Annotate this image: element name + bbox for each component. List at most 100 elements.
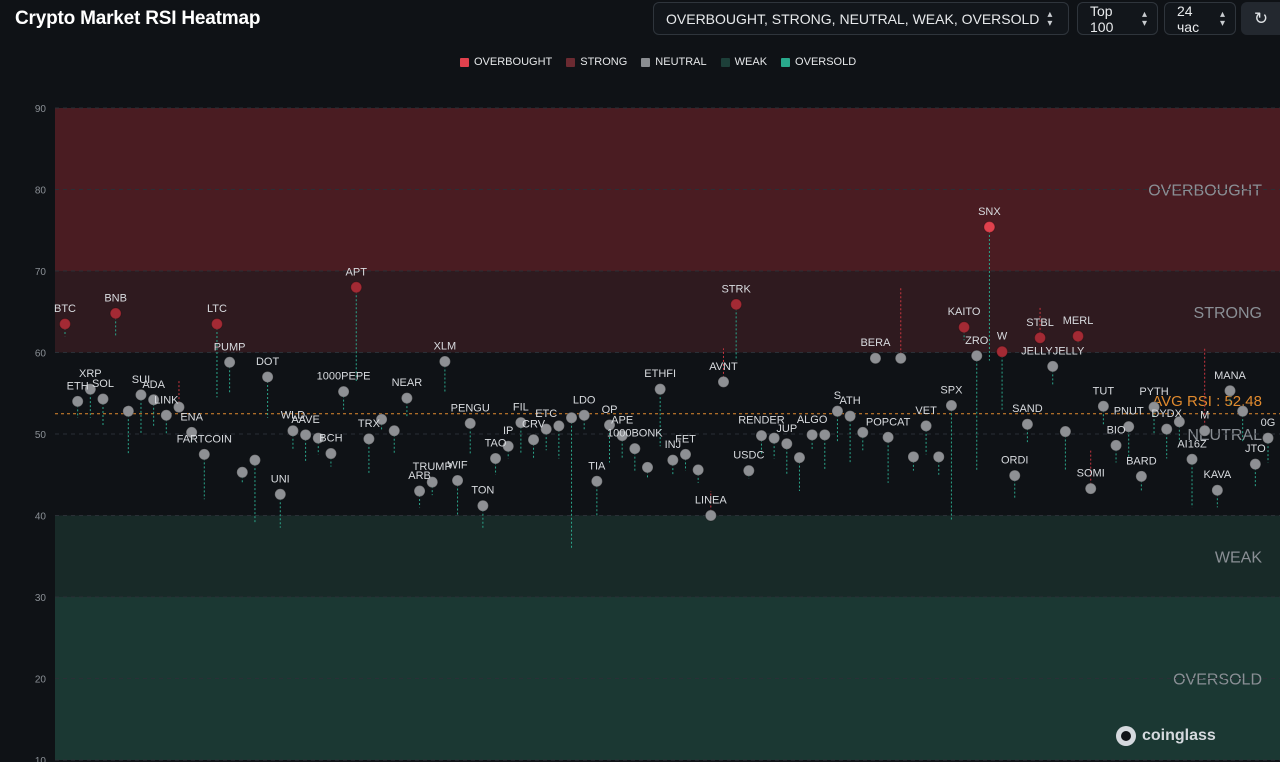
coin-point-sand[interactable] xyxy=(1021,418,1034,431)
refresh-button[interactable]: ↻ xyxy=(1241,2,1280,35)
coin-point-hbar[interactable] xyxy=(312,432,325,445)
coin-point-xmr[interactable] xyxy=(894,352,907,365)
coin-point-bard[interactable] xyxy=(1135,470,1148,483)
coin-point-xrp[interactable] xyxy=(84,383,97,396)
coin-point-move[interactable] xyxy=(1236,405,1249,418)
coin-point-cro[interactable] xyxy=(388,424,401,437)
coin-point-1000bonk[interactable] xyxy=(628,442,641,455)
coin-point-1000pepe[interactable] xyxy=(337,385,350,398)
coin-point-zro[interactable] xyxy=(970,349,983,362)
coin-point-avax[interactable] xyxy=(236,466,249,479)
coin-point-popcat[interactable] xyxy=(882,431,895,444)
coin-point-near[interactable] xyxy=(400,392,413,405)
coin-point-pump[interactable] xyxy=(223,356,236,369)
coin-point-apt[interactable] xyxy=(350,281,363,294)
coin-point-fet[interactable] xyxy=(679,448,692,461)
coin-point-bnb[interactable] xyxy=(109,307,122,320)
legend-item-strong[interactable]: STRONG xyxy=(566,56,627,68)
coin-point-algo[interactable] xyxy=(806,428,819,441)
coin-point-ens[interactable] xyxy=(641,461,654,474)
coin-point-gala[interactable] xyxy=(1059,425,1072,438)
coin-point-snx[interactable] xyxy=(983,220,996,233)
coin-point-vet[interactable] xyxy=(920,419,933,432)
coin-point-wif[interactable] xyxy=(451,474,464,487)
coin-point-ton[interactable] xyxy=(476,499,489,512)
coin-point-sei[interactable] xyxy=(692,463,705,476)
coin-point-stbl[interactable] xyxy=(1034,331,1047,344)
coin-point-spx[interactable] xyxy=(945,399,958,412)
coin-point-usdt[interactable] xyxy=(122,405,135,418)
coin-point-link[interactable] xyxy=(160,409,173,422)
coin-point-sol[interactable] xyxy=(96,392,109,405)
coin-point-ena[interactable] xyxy=(185,426,198,439)
legend-item-neutral[interactable]: NEUTRAL xyxy=(641,56,707,68)
coin-point-trx[interactable] xyxy=(362,432,375,445)
coin-point-ondo[interactable] xyxy=(565,411,578,424)
coin-point-ip[interactable] xyxy=(502,440,515,453)
coin-point-fartcoin[interactable] xyxy=(198,448,211,461)
coin-point-wlfi[interactable] xyxy=(248,454,261,467)
category-filter-select[interactable]: OVERBOUGHT, STRONG, NEUTRAL, WEAK, OVERS… xyxy=(653,2,1069,35)
coin-point-grass[interactable] xyxy=(1173,415,1186,428)
coin-point-uni[interactable] xyxy=(274,488,287,501)
coin-point-kas[interactable] xyxy=(768,432,781,445)
coin-point-mnt[interactable] xyxy=(552,419,565,432)
coin-point-crv[interactable] xyxy=(527,433,540,446)
coin-point-ada[interactable] xyxy=(147,393,160,406)
coin-point-doge[interactable] xyxy=(172,401,185,414)
coin-point-fil[interactable] xyxy=(514,416,527,429)
coin-point-tia[interactable] xyxy=(590,475,603,488)
coin-point-wld[interactable] xyxy=(286,424,299,437)
coin-point-somi[interactable] xyxy=(1084,482,1097,495)
coin-point-inj[interactable] xyxy=(666,454,679,467)
coin-point-dot[interactable] xyxy=(261,370,274,383)
coin-point-arkm[interactable] xyxy=(793,451,806,464)
coin-point-jto[interactable] xyxy=(1249,458,1262,471)
coin-point-w[interactable] xyxy=(996,345,1009,358)
coin-point-ai16z[interactable] xyxy=(1186,453,1199,466)
coin-point-op2[interactable] xyxy=(375,413,388,426)
coin-point-ath[interactable] xyxy=(844,410,857,423)
coin-point-op[interactable] xyxy=(603,419,616,432)
coin-point-pyth[interactable] xyxy=(1148,401,1161,414)
coin-point-ethfi[interactable] xyxy=(654,383,667,396)
coin-point-linea[interactable] xyxy=(704,509,717,522)
coin-point-avnt[interactable] xyxy=(717,375,730,388)
coin-point-kaito[interactable] xyxy=(958,321,971,334)
coin-point-0g[interactable] xyxy=(1262,432,1274,445)
coin-point-mana[interactable] xyxy=(1224,384,1237,397)
coin-point-eth[interactable] xyxy=(71,395,84,408)
coin-point-bera[interactable] xyxy=(869,352,882,365)
coin-point-jellyjelly[interactable] xyxy=(1046,360,1059,373)
coin-point-ltc[interactable] xyxy=(210,317,223,330)
coin-point-arb[interactable] xyxy=(413,485,426,498)
coin-point-tut[interactable] xyxy=(1097,400,1110,413)
coin-point-xlm[interactable] xyxy=(438,355,451,368)
coin-point-pengu[interactable] xyxy=(464,417,477,430)
coin-point-etc[interactable] xyxy=(540,423,553,436)
coin-point-ordi[interactable] xyxy=(1008,469,1021,482)
coin-point-merl[interactable] xyxy=(1072,330,1085,343)
period-select[interactable]: 24 час ▴ ▾ xyxy=(1164,2,1236,35)
coin-point-sui[interactable] xyxy=(134,388,147,401)
coin-point-pnut[interactable] xyxy=(1122,420,1135,433)
coin-point-usdc[interactable] xyxy=(742,464,755,477)
coin-point-aave[interactable] xyxy=(299,428,312,441)
coin-point-dydx[interactable] xyxy=(1160,423,1173,436)
coin-point-bio[interactable] xyxy=(1110,439,1123,452)
legend-item-overbought[interactable]: OVERBOUGHT xyxy=(460,56,552,68)
legend-item-weak[interactable]: WEAK xyxy=(720,56,767,68)
coin-point-tao[interactable] xyxy=(489,452,502,465)
coin-point-s[interactable] xyxy=(831,405,844,418)
legend-item-oversold[interactable]: OVERSOLD xyxy=(781,56,856,68)
coin-point-kava[interactable] xyxy=(1211,484,1224,497)
coin-point-render[interactable] xyxy=(755,429,768,442)
coin-point-trump[interactable] xyxy=(426,476,439,489)
coin-point-jasmy[interactable] xyxy=(932,450,945,463)
coin-point-pyth2[interactable] xyxy=(818,428,831,441)
coin-point-pendle[interactable] xyxy=(856,426,869,439)
coin-point-m[interactable] xyxy=(1198,424,1211,437)
top-count-select[interactable]: Top 100 ▴ ▾ xyxy=(1077,2,1158,35)
coin-point-ldo[interactable] xyxy=(578,409,591,422)
